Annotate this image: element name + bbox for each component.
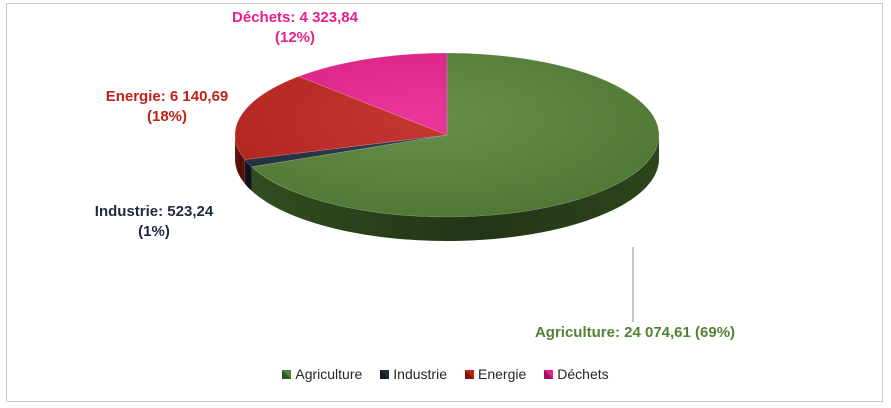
legend-swatch-dechets: [544, 369, 554, 379]
legend-item-agriculture: Agriculture: [282, 366, 362, 382]
legend-label-agriculture: Agriculture: [295, 366, 363, 382]
data-label-industrie-percent: (1%): [138, 223, 170, 240]
data-label-dechets: Déchets: 4 323,84 (12%): [200, 8, 390, 48]
legend-swatch-agriculture: [282, 369, 292, 379]
legend-swatch-industrie: [380, 369, 390, 379]
chart-legend: Agriculture Industrie Energie Déchets: [0, 364, 891, 384]
pie-side-shade-energie: [235, 135, 245, 184]
data-label-dechets-percent: (12%): [274, 29, 315, 46]
legend-item-energie: Energie: [465, 366, 526, 382]
data-label-agriculture-text: Agriculture: 24 074,61 (69%): [534, 324, 736, 341]
data-label-industrie: Industrie: 523,24 (1%): [70, 202, 238, 242]
pie-side-shade-agriculture: [251, 135, 659, 242]
pie-side-shade-industrie: [244, 159, 252, 191]
data-label-energie: Energie: 6 140,69 (18%): [78, 87, 256, 127]
legend-swatch-energie: [465, 369, 474, 379]
data-label-energie-percent: (18%): [146, 108, 187, 125]
data-label-dechets-value: Déchets: 4 323,84: [232, 9, 358, 26]
legend-label-industrie: Industrie: [393, 366, 447, 382]
data-label-industrie-value: Industrie: 523,24: [94, 203, 214, 220]
data-label-energie-value: Energie: 6 140,69: [105, 88, 229, 105]
pie-top-sheen: [235, 53, 659, 217]
legend-label-energie: Energie: [478, 366, 527, 382]
legend-item-industrie: Industrie: [380, 366, 447, 382]
legend-item-dechets: Déchets: [544, 366, 609, 382]
data-label-agriculture: Agriculture: 24 074,61 (69%): [510, 323, 760, 343]
legend-label-dechets: Déchets: [557, 366, 609, 382]
